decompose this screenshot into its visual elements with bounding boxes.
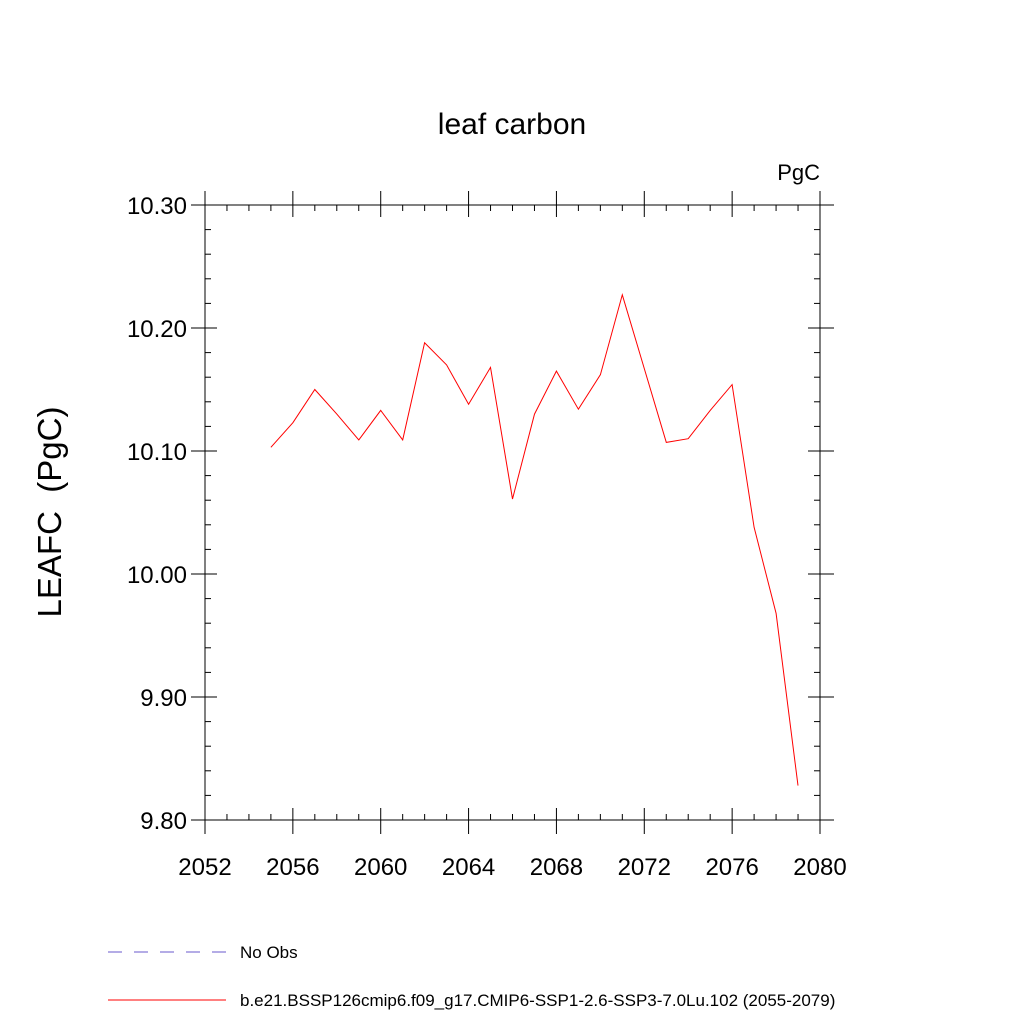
x-tick-label: 2060 bbox=[354, 854, 407, 881]
plot-frame bbox=[204, 204, 821, 821]
y-tick-label: 10.20 bbox=[127, 316, 187, 343]
legend-entry-label: No Obs bbox=[240, 943, 298, 962]
x-tick-label: 2068 bbox=[530, 854, 583, 881]
y-tick-label: 10.00 bbox=[127, 562, 187, 589]
x-tick-label: 2072 bbox=[618, 854, 671, 881]
y-axis-label: LEAFC (PgC) bbox=[31, 407, 68, 618]
legend: No Obs b.e21.BSSP126cmip6.f09_g17.CMIP6-S… bbox=[108, 943, 835, 1010]
x-tick-label: 2080 bbox=[793, 854, 846, 881]
x-tick-label: 2076 bbox=[705, 854, 758, 881]
y-tick-label: 10.10 bbox=[127, 439, 187, 466]
units-label: PgC bbox=[777, 160, 820, 185]
x-tick-label: 2056 bbox=[266, 854, 319, 881]
series-lines bbox=[270, 292, 799, 786]
y-tick-label: 10.30 bbox=[127, 193, 187, 220]
x-tick-label: 2052 bbox=[178, 854, 231, 881]
x-tick-label: 2064 bbox=[442, 854, 495, 881]
axes: 2052 2056 2060 2064 2068 2072 2076 2080 9.80 9.90… bbox=[127, 191, 847, 881]
series-line bbox=[270, 292, 799, 786]
y-tick-label: 9.90 bbox=[140, 685, 187, 712]
legend-entry-label: b.e21.BSSP126cmip6.f09_g17.CMIP6-SSP1-2.… bbox=[240, 991, 835, 1010]
chart-title: leaf carbon bbox=[438, 108, 586, 141]
y-tick-label: 9.80 bbox=[140, 808, 187, 835]
